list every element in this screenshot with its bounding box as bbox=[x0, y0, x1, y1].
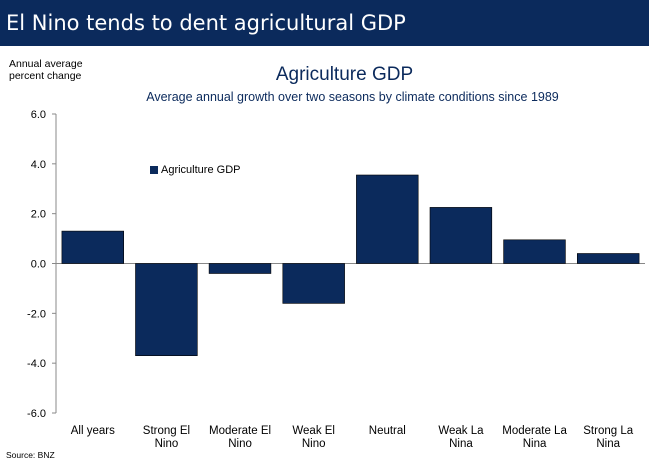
x-tick-label: Weak El bbox=[292, 425, 335, 437]
legend: Agriculture GDP bbox=[150, 164, 240, 176]
x-tick-label: Moderate El bbox=[209, 425, 271, 437]
x-tick-label: Nina bbox=[596, 438, 620, 450]
y-tick-label: -2.0 bbox=[27, 308, 46, 320]
y-axis-label: Annual average percent change bbox=[9, 58, 83, 82]
chart-subtitle: Average annual growth over two seasons b… bbox=[146, 90, 559, 104]
y-tick-label: 2.0 bbox=[31, 209, 46, 221]
bar-5 bbox=[429, 207, 493, 264]
chart-title: Agriculture GDP bbox=[275, 64, 414, 85]
source-note: Source: BNZ bbox=[6, 450, 55, 460]
x-tick-label: Nino bbox=[155, 438, 179, 450]
bar-3 bbox=[282, 263, 345, 304]
bar-1 bbox=[135, 263, 198, 356]
x-tick-label: Strong La bbox=[583, 425, 633, 437]
x-tick-label: Nino bbox=[228, 438, 252, 450]
x-tick-label: Nino bbox=[302, 438, 326, 450]
x-tick-label: Nina bbox=[523, 438, 547, 450]
y-tick-label: -4.0 bbox=[27, 358, 46, 370]
bar-0 bbox=[61, 230, 125, 264]
x-tick-label: All years bbox=[71, 425, 115, 437]
bar-6 bbox=[503, 239, 566, 264]
legend-label: Agriculture GDP bbox=[161, 164, 241, 176]
y-tick-label: 6.0 bbox=[31, 109, 46, 121]
y-tick-label: 4.0 bbox=[31, 159, 46, 171]
x-tick-label: Weak La bbox=[438, 425, 484, 437]
legend-swatch bbox=[150, 166, 158, 174]
y-tick-label: -6.0 bbox=[27, 408, 46, 420]
bar-2 bbox=[208, 263, 272, 274]
bar-4 bbox=[356, 174, 419, 264]
x-tick-label: Strong El bbox=[143, 425, 190, 437]
x-tick-label: Neutral bbox=[369, 425, 406, 437]
y-tick-label: 0.0 bbox=[31, 259, 46, 271]
bar-7 bbox=[576, 253, 640, 264]
x-tick-label: Nina bbox=[449, 438, 473, 450]
x-tick-label: Moderate La bbox=[502, 425, 567, 437]
banner-title: El Nino tends to dent agricultural GDP bbox=[0, 0, 649, 46]
